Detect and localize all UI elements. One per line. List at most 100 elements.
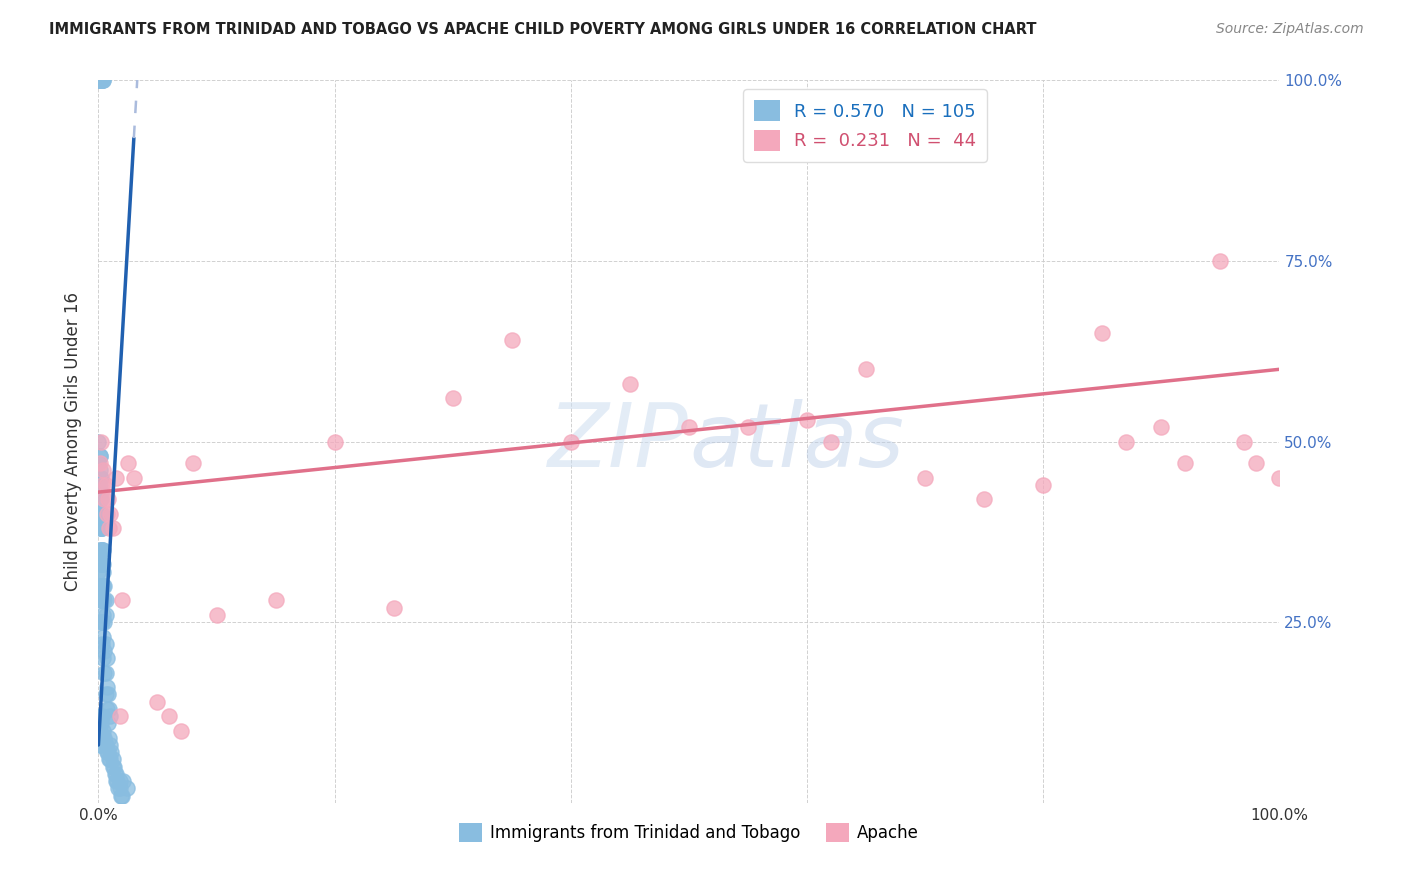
Point [1150, 420, 1173, 434]
Point [90, 615, 112, 630]
Point [501, 334, 523, 348]
Point [89, 723, 111, 738]
Point [97, 492, 120, 507]
Point [89, 463, 111, 477]
Point [1091, 326, 1114, 340]
Point [91, 731, 114, 745]
Point [89, 558, 111, 572]
Point [90, 507, 112, 521]
Point [98, 752, 121, 766]
Point [382, 600, 405, 615]
Point [97, 716, 120, 731]
Point [93, 579, 115, 593]
Point [112, 774, 135, 789]
Point [108, 781, 131, 796]
Point [91, 478, 114, 492]
Point [94, 478, 117, 492]
Point [560, 434, 582, 449]
Point [89, 449, 111, 463]
Point [87, 579, 110, 593]
Point [91, 73, 114, 87]
Point [93, 731, 115, 745]
Point [91, 542, 114, 557]
Point [90, 716, 112, 731]
Point [89, 492, 111, 507]
Point [101, 521, 124, 535]
Point [90, 542, 112, 557]
Point [93, 615, 115, 630]
Point [100, 745, 122, 759]
Point [90, 507, 112, 521]
Point [90, 73, 112, 87]
Point [111, 789, 134, 803]
Point [89, 485, 111, 500]
Point [90, 470, 112, 484]
Point [91, 463, 114, 477]
Point [914, 470, 936, 484]
Point [98, 731, 121, 745]
Point [90, 485, 112, 500]
Point [157, 709, 180, 723]
Point [1244, 456, 1267, 470]
Point [89, 456, 111, 470]
Point [98, 702, 121, 716]
Point [89, 478, 111, 492]
Point [89, 449, 111, 463]
Point [91, 542, 114, 557]
Point [90, 492, 112, 507]
Point [89, 738, 111, 752]
Point [1233, 434, 1256, 449]
Point [181, 456, 204, 470]
Point [87, 478, 110, 492]
Point [91, 630, 114, 644]
Point [1268, 470, 1291, 484]
Point [91, 507, 114, 521]
Point [93, 665, 115, 680]
Point [94, 687, 117, 701]
Point [91, 579, 114, 593]
Point [122, 470, 145, 484]
Text: atlas: atlas [689, 399, 904, 484]
Point [89, 542, 111, 557]
Point [1032, 478, 1054, 492]
Point [110, 789, 132, 803]
Point [108, 709, 131, 723]
Point [90, 521, 112, 535]
Point [89, 470, 111, 484]
Point [94, 607, 117, 622]
Point [87, 73, 110, 87]
Point [91, 579, 114, 593]
Point [89, 73, 111, 87]
Point [104, 767, 127, 781]
Point [91, 615, 114, 630]
Point [96, 745, 118, 759]
Point [170, 723, 193, 738]
Point [89, 521, 111, 535]
Text: ZIP: ZIP [548, 399, 689, 484]
Point [91, 565, 114, 579]
Point [264, 593, 287, 607]
Point [90, 73, 112, 87]
Point [90, 593, 112, 607]
Point [90, 738, 112, 752]
Point [94, 665, 117, 680]
Point [91, 593, 114, 607]
Point [796, 413, 818, 427]
Point [91, 521, 114, 535]
Point [97, 687, 120, 701]
Point [98, 738, 121, 752]
Point [737, 420, 759, 434]
Point [94, 738, 117, 752]
Point [90, 579, 112, 593]
Point [205, 607, 228, 622]
Point [1174, 456, 1197, 470]
Point [441, 391, 464, 405]
Point [96, 680, 118, 694]
Point [108, 774, 131, 789]
Point [96, 651, 118, 665]
Point [89, 593, 111, 607]
Point [93, 593, 115, 607]
Point [91, 709, 114, 723]
Point [89, 73, 111, 87]
Point [87, 434, 110, 449]
